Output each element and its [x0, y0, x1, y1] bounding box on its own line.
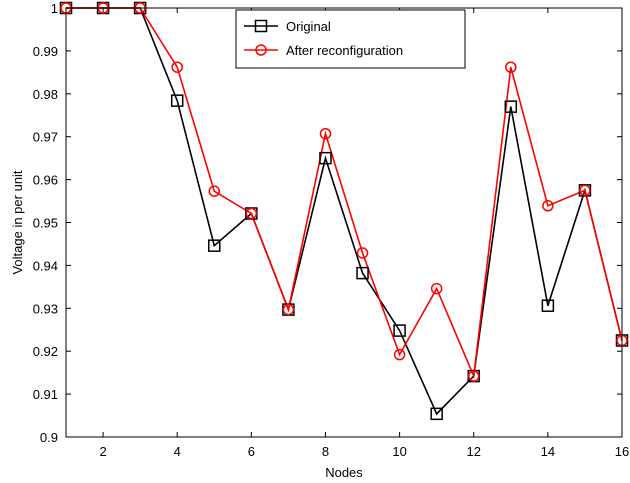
x-tick-label: 4 [174, 444, 181, 459]
legend-label-1: After reconfiguration [286, 43, 403, 58]
y-tick-label: 0.91 [33, 387, 58, 402]
legend-circle-marker [255, 44, 267, 56]
data-point-circle [467, 370, 480, 382]
series-line-0 [66, 7, 623, 416]
series-line-1 [66, 7, 623, 380]
data-point-square [170, 94, 184, 107]
x-tick-label: 2 [99, 444, 106, 459]
data-point-circle [356, 247, 369, 259]
x-tick-label: 12 [466, 444, 480, 459]
data-point-circle [171, 61, 183, 73]
data-point-square [356, 266, 369, 280]
data-point-circle [208, 185, 221, 197]
y-tick-label: 0.92 [33, 344, 58, 359]
data-point-circle [245, 207, 258, 220]
data-point-circle [579, 184, 591, 197]
plot-frame [65, 7, 623, 438]
data-point-circle [505, 61, 517, 73]
y-tick-label: 0.98 [33, 87, 58, 102]
y-axis-title: Voltage in per unit [10, 170, 25, 274]
y-tick-label: 1 [51, 1, 58, 16]
x-tick-label: 8 [322, 444, 329, 459]
y-tick-label: 0.95 [33, 216, 58, 231]
x-axis-title: Nodes [325, 465, 363, 480]
data-point-circle [282, 303, 295, 316]
legend: Original After reconfiguration [235, 9, 466, 69]
y-tick-label: 0.94 [33, 258, 58, 273]
series-lines [66, 7, 623, 416]
data-point-square [319, 151, 332, 165]
y-tick-label: 0.96 [33, 173, 58, 188]
data-point-square [393, 324, 406, 337]
y-tick-label: 0.93 [33, 301, 58, 316]
data-point-circle [542, 200, 554, 212]
data-point-square [504, 100, 518, 113]
data-point-square [541, 299, 555, 312]
legend-items: Original After reconfiguration [244, 19, 403, 58]
legend-label-0: Original [286, 19, 331, 34]
data-point-square [208, 239, 221, 252]
legend-square-marker [254, 19, 268, 33]
y-tick-label: 0.99 [33, 44, 58, 59]
x-tick-label: 10 [392, 444, 406, 459]
legend-box [235, 9, 466, 69]
x-tick-label: 16 [615, 444, 629, 459]
y-tick-label: 0.97 [33, 130, 58, 145]
data-point-circle [319, 127, 332, 140]
ticks-layer: 2 4 6 8 10 12 14 16 0.9 0.91 0.92 0.93 0.94 0.95 0.96 0… [33, 1, 630, 459]
y-tick-label: 0.9 [40, 430, 58, 445]
data-point-circle [430, 282, 443, 295]
x-tick-label: 14 [541, 444, 555, 459]
data-point-square [430, 407, 443, 421]
data-point-circle [393, 348, 406, 361]
x-tick-label: 6 [248, 444, 255, 459]
